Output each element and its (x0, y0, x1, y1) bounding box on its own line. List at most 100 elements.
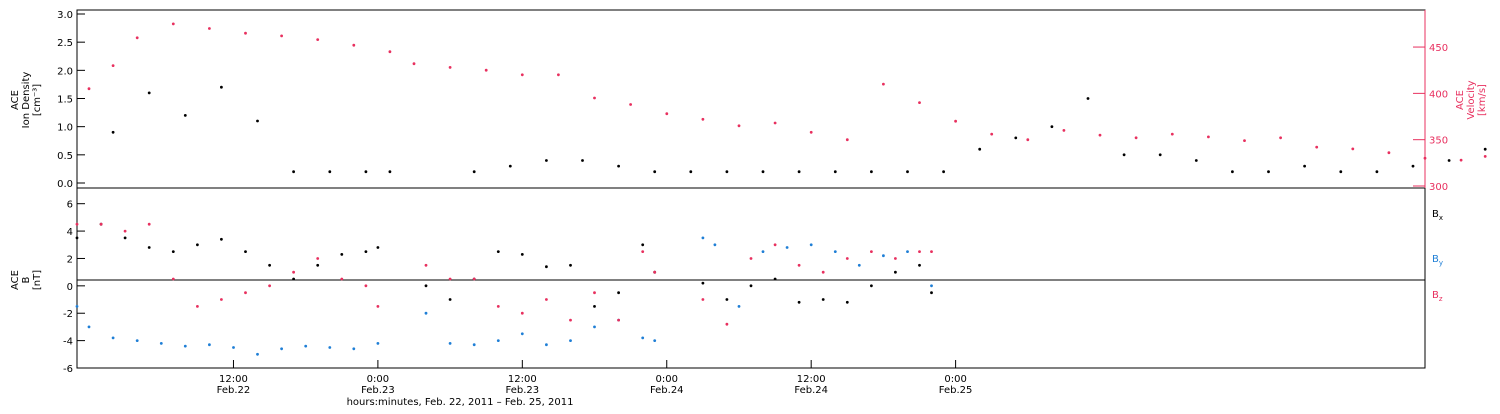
bx-point (569, 263, 572, 267)
by-point (653, 339, 657, 342)
top-right-tick-label: 300 (1429, 182, 1448, 193)
velocity-point (954, 119, 957, 123)
velocity-point (1098, 133, 1102, 137)
by-point (111, 336, 115, 340)
by-point (256, 352, 259, 356)
bx-point (918, 263, 921, 267)
density-point (689, 170, 693, 174)
bx-point (930, 291, 933, 295)
bz-point (845, 257, 849, 260)
bottom-left-tick-label: 2 (67, 254, 73, 265)
density-point (388, 170, 392, 174)
velocity-point (773, 121, 777, 125)
top-left-tick-label: 3.0 (57, 10, 73, 21)
by-point (304, 344, 308, 348)
density-point (1483, 147, 1487, 151)
density-point (364, 170, 368, 174)
x-tick-label: 12:00 (797, 374, 826, 385)
bz-point (448, 277, 452, 281)
velocity-point (316, 38, 320, 41)
bx-point (220, 237, 223, 241)
bz-point (641, 250, 645, 254)
bz-point (520, 311, 524, 315)
by-point (906, 250, 909, 254)
density-point (1158, 153, 1162, 157)
velocity-point (809, 130, 813, 134)
legend-label: B (1432, 254, 1439, 265)
velocity-point (1423, 156, 1427, 160)
density-point (1411, 164, 1415, 168)
bz-point (244, 291, 247, 295)
velocity-point (171, 22, 175, 26)
bz-point (725, 322, 729, 326)
density-point (942, 170, 945, 174)
by-point (713, 243, 717, 247)
top-left-tick-label: 1.5 (57, 95, 73, 106)
legend-entry-x: Bx (1432, 209, 1443, 222)
velocity-point (448, 66, 452, 69)
by-point (857, 263, 861, 267)
velocity-point (135, 36, 139, 40)
density-point (220, 85, 223, 89)
density-point (472, 170, 476, 174)
velocity-point (484, 68, 488, 72)
velocity-point (280, 34, 283, 38)
by-point (75, 305, 79, 308)
x-tick-sublabel: Feb.24 (650, 385, 684, 396)
density-point (1122, 153, 1126, 157)
density-point (725, 170, 729, 174)
bz-point (147, 222, 151, 226)
bottom-left-tick-label: -2 (63, 309, 73, 320)
bz-point (268, 284, 271, 288)
bz-point (930, 250, 933, 254)
bz-point (340, 277, 344, 281)
bx-point (364, 250, 368, 254)
bx-point (894, 270, 897, 274)
b-axis-title: B (21, 276, 32, 283)
x-tick-sublabel: Feb.24 (794, 385, 828, 396)
bz-point (424, 263, 428, 267)
bz-point (749, 257, 753, 260)
bx-point (171, 250, 175, 254)
x-tick-sublabel: Feb.23 (506, 385, 540, 396)
velocity-axis-title: Velocity (1466, 80, 1477, 119)
bx-point (617, 291, 620, 295)
by-point (496, 339, 500, 342)
density-point (1267, 170, 1270, 174)
velocity-point (1170, 132, 1174, 136)
bz-point (918, 250, 921, 254)
b-axis-title: ACE (10, 270, 21, 290)
bottom-left-tick-label: 4 (67, 227, 73, 238)
density-point (833, 170, 837, 174)
velocity-point (1279, 136, 1282, 140)
velocity-point (1351, 147, 1355, 151)
by-point (376, 342, 380, 345)
top-right-tick-label: 450 (1429, 43, 1448, 54)
top-right-tick-label: 400 (1429, 89, 1448, 100)
bx-point (870, 284, 873, 288)
bx-point (641, 243, 645, 247)
velocity-point (1026, 138, 1030, 142)
velocity-point (1459, 158, 1463, 162)
by-point (737, 305, 741, 308)
by-point (785, 246, 789, 249)
x-tick-sublabel: Feb.23 (361, 385, 395, 396)
velocity-point (388, 50, 392, 54)
bx-point (845, 300, 849, 304)
velocity-point (845, 138, 849, 142)
bz-point (220, 298, 223, 301)
bz-point (870, 250, 873, 254)
velocity-point (208, 27, 211, 30)
density-point (1339, 170, 1343, 174)
bx-point (268, 263, 271, 267)
x-tick-label: 0:00 (944, 374, 966, 385)
velocity-point (87, 87, 91, 91)
velocity-point (737, 124, 741, 128)
axis-labels: ACE Ion Density [cm⁻³] ACE Velocity [km/s]ACE… (10, 72, 1488, 303)
velocity-point (244, 31, 247, 35)
density-point (653, 170, 657, 174)
bz-point (196, 305, 199, 308)
legend-entry-y: By (1432, 254, 1443, 267)
legend-subscript: y (1439, 259, 1443, 267)
